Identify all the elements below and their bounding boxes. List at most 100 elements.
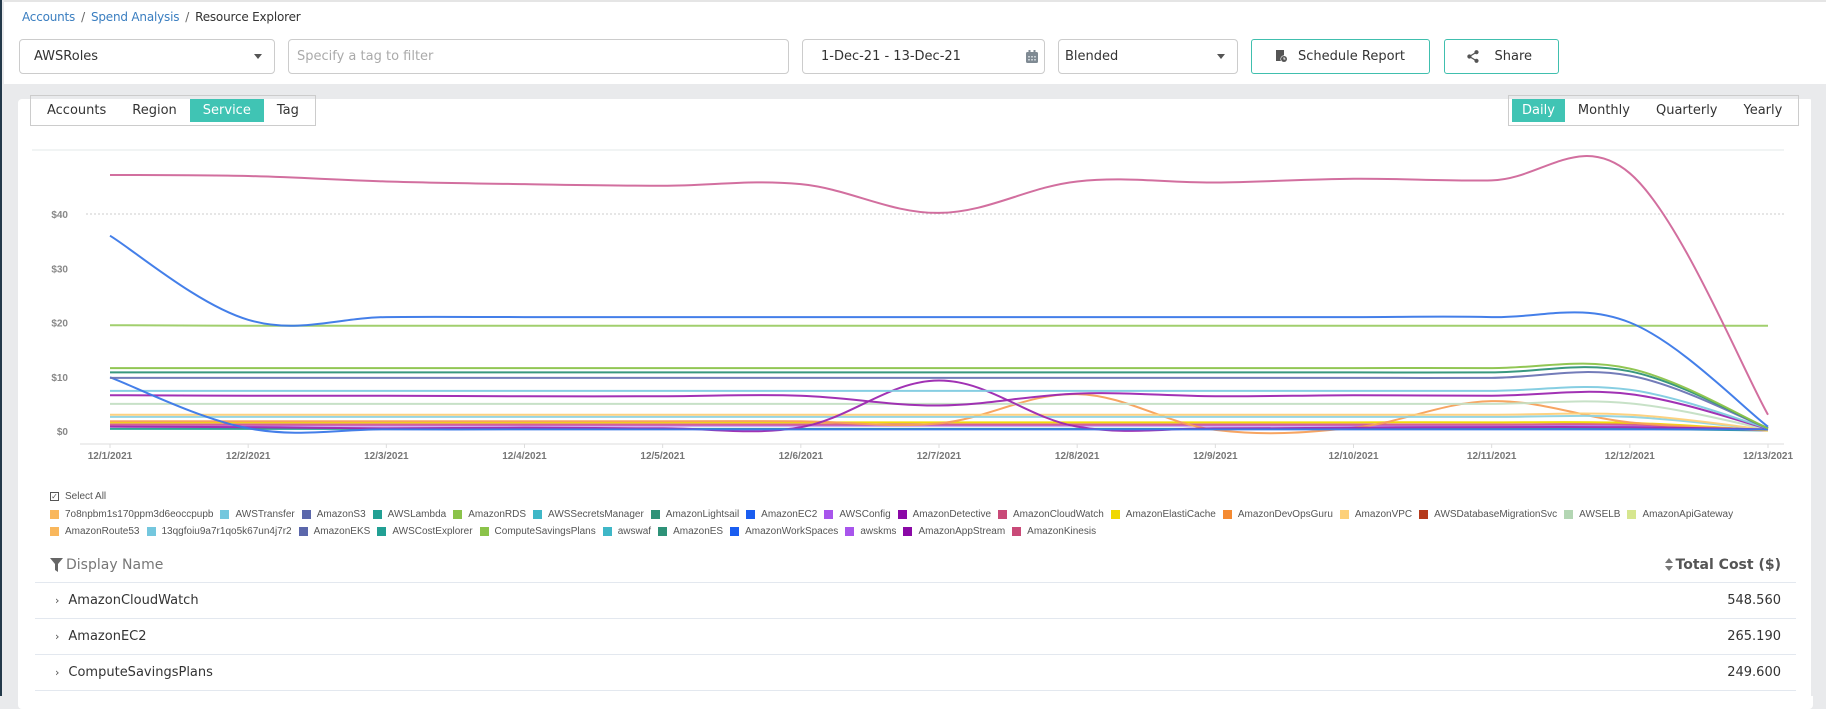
row-service-name: AmazonEC2 <box>68 629 147 644</box>
series-line[interactable] <box>109 379 1769 433</box>
x-axis-tick-label: 12/10/2021 <box>1328 451 1378 462</box>
series-line[interactable] <box>109 376 1768 434</box>
series-line[interactable] <box>109 155 1769 416</box>
series-line[interactable] <box>109 421 1769 432</box>
legend-label: ComputeSavingsPlans <box>494 526 596 537</box>
calendar-icon[interactable] <box>1026 50 1038 63</box>
tab-quarterly[interactable]: Quarterly <box>1655 103 1718 118</box>
series-line[interactable] <box>109 324 1769 327</box>
page-scrollbar-track[interactable] <box>1811 84 1826 696</box>
date-range-picker[interactable]: 1-Dec-21 - 13-Dec-21 <box>802 39 1045 74</box>
legend-item[interactable]: 13qgfoiu9a7r1qo5k67un4j7r2 <box>146 526 292 537</box>
legend-item[interactable]: AmazonEKS <box>298 526 370 537</box>
legend-swatch-icon <box>1564 510 1574 519</box>
series-line[interactable] <box>110 424 1769 432</box>
cost-type-value: Blended <box>1065 49 1119 64</box>
legend-item[interactable]: ComputeSavingsPlans <box>479 526 596 537</box>
series-line[interactable] <box>110 366 1769 430</box>
legend-item[interactable]: AmazonDetective <box>897 509 992 520</box>
tab-daily[interactable]: Daily <box>1512 99 1565 122</box>
series-line[interactable] <box>109 423 1769 432</box>
legend-item[interactable]: AmazonES <box>658 526 723 537</box>
legend-swatch-icon <box>372 510 382 519</box>
chevron-right-icon[interactable]: › <box>55 630 60 643</box>
chart-legend: ✓ Select All 7o8npbm1s170ppm3d6eoccpupb A… <box>50 489 1810 540</box>
legend-item[interactable]: 7o8npbm1s170ppm3d6eoccpupb <box>50 509 213 520</box>
tab-accounts[interactable]: Accounts <box>47 103 107 118</box>
series-line[interactable] <box>109 371 1769 430</box>
checkbox-icon[interactable]: ✓ <box>50 491 59 501</box>
tab-service[interactable]: Service <box>189 99 264 122</box>
legend-item[interactable]: AWSSecretsManager <box>533 509 644 520</box>
series-line[interactable] <box>109 390 1769 430</box>
legend-item[interactable]: AmazonAppStream <box>903 526 1005 537</box>
legend-item[interactable]: AWSLambda <box>372 509 446 520</box>
breadcrumb-accounts[interactable]: Accounts <box>22 10 76 24</box>
sort-icon[interactable] <box>1664 558 1673 571</box>
select-all-toggle[interactable]: ✓ Select All <box>50 489 1810 503</box>
table-row[interactable]: › AmazonCloudWatch 548.560 <box>35 583 1796 619</box>
legend-item[interactable]: AmazonWorkSpaces <box>730 526 838 537</box>
share-button[interactable]: Share <box>1444 39 1559 74</box>
tag-filter-input[interactable]: Specify a tag to filter <box>288 39 789 74</box>
legend-label: AmazonApiGateway <box>1642 509 1734 520</box>
legend-item[interactable]: AmazonEC2 <box>746 509 817 520</box>
legend-item[interactable]: AmazonLightsail <box>650 509 739 520</box>
legend-item[interactable]: AmazonRDS <box>453 509 526 520</box>
legend-item[interactable]: AmazonKinesis <box>1012 526 1096 537</box>
legend-item[interactable]: AmazonS3 <box>301 509 366 520</box>
legend-label: AWSSecretsManager <box>548 509 644 520</box>
cost-type-select[interactable]: Blended <box>1058 39 1238 74</box>
chevron-right-icon[interactable]: › <box>55 594 60 607</box>
legend-item[interactable]: awskms <box>845 526 896 537</box>
legend-item[interactable]: AmazonCloudWatch <box>998 509 1104 520</box>
legend-item[interactable]: AWSConfig <box>824 509 891 520</box>
legend-item[interactable]: awswaf <box>602 526 651 537</box>
series-line[interactable] <box>110 386 1769 430</box>
series-line[interactable] <box>110 393 1769 435</box>
series-line[interactable] <box>110 412 1769 431</box>
series-line[interactable] <box>109 234 1769 428</box>
legend-label: AmazonS3 <box>316 509 366 520</box>
group-by-tabs: Accounts Region Service Tag <box>30 95 316 126</box>
legend-label: AWSELB <box>1579 509 1621 520</box>
legend-label: AmazonKinesis <box>1027 526 1097 537</box>
filter-icon[interactable] <box>50 557 63 572</box>
legend-label: AmazonElastiCache <box>1125 509 1216 520</box>
legend-item[interactable]: AmazonApiGateway <box>1627 509 1733 520</box>
x-axis-tick-label: 12/5/2021 <box>640 451 685 462</box>
legend-item[interactable]: AmazonVPC <box>1339 509 1412 520</box>
legend-item[interactable]: AWSDatabaseMigrationSvc <box>1419 509 1557 520</box>
legend-label: AWSCostExplorer <box>392 526 473 537</box>
series-line[interactable] <box>110 400 1769 431</box>
tab-monthly[interactable]: Monthly <box>1577 103 1630 118</box>
legend-item[interactable]: AWSCostExplorer <box>377 526 473 537</box>
series-line[interactable] <box>110 414 1769 431</box>
breadcrumb-spend-analysis[interactable]: Spend Analysis <box>90 10 180 24</box>
tab-tag[interactable]: Tag <box>276 103 299 118</box>
legend-label: AmazonDetective <box>912 509 992 520</box>
chevron-right-icon[interactable]: › <box>55 666 60 679</box>
role-select[interactable]: AWSRoles <box>19 39 275 74</box>
breadcrumb-separator: / <box>185 10 190 24</box>
table-row[interactable]: › ComputeSavingsPlans 249.600 <box>35 655 1796 691</box>
table-row[interactable]: › AmazonEC2 265.190 <box>35 619 1796 655</box>
tab-region[interactable]: Region <box>132 103 177 118</box>
legend-item[interactable]: AWSTransfer <box>220 509 295 520</box>
y-axis-tick-label: $30 <box>51 264 68 275</box>
total-cost-header[interactable]: Total Cost ($) <box>1664 557 1796 573</box>
legend-label: AmazonRDS <box>468 509 527 520</box>
schedule-report-button[interactable]: Schedule Report <box>1251 39 1430 74</box>
display-name-header[interactable]: Display Name <box>35 557 163 573</box>
legend-item[interactable]: AmazonRoute53 <box>50 526 140 537</box>
select-all-label: Select All <box>65 490 107 502</box>
legend-item[interactable]: AWSELB <box>1564 509 1620 520</box>
chart-canvas[interactable]: $0 $10 $20 $30 $40 12/1/2021 12/2/2021 12/3/202… <box>18 149 1798 469</box>
legend-item[interactable]: AmazonElastiCache <box>1110 509 1216 520</box>
top-bar: Accounts / Spend Analysis / Resource Explore… <box>4 0 1826 84</box>
legend-item[interactable]: AmazonDevOpsGuru <box>1222 509 1333 520</box>
breadcrumb: Accounts / Spend Analysis / Resource Explore… <box>22 10 301 24</box>
series-line[interactable] <box>109 362 1769 430</box>
tab-yearly[interactable]: Yearly <box>1743 103 1783 118</box>
